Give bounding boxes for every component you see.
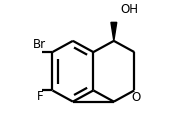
Text: OH: OH: [120, 3, 138, 16]
Text: Br: Br: [33, 38, 46, 51]
Polygon shape: [111, 22, 117, 41]
Text: F: F: [36, 90, 43, 103]
Text: O: O: [131, 91, 140, 104]
